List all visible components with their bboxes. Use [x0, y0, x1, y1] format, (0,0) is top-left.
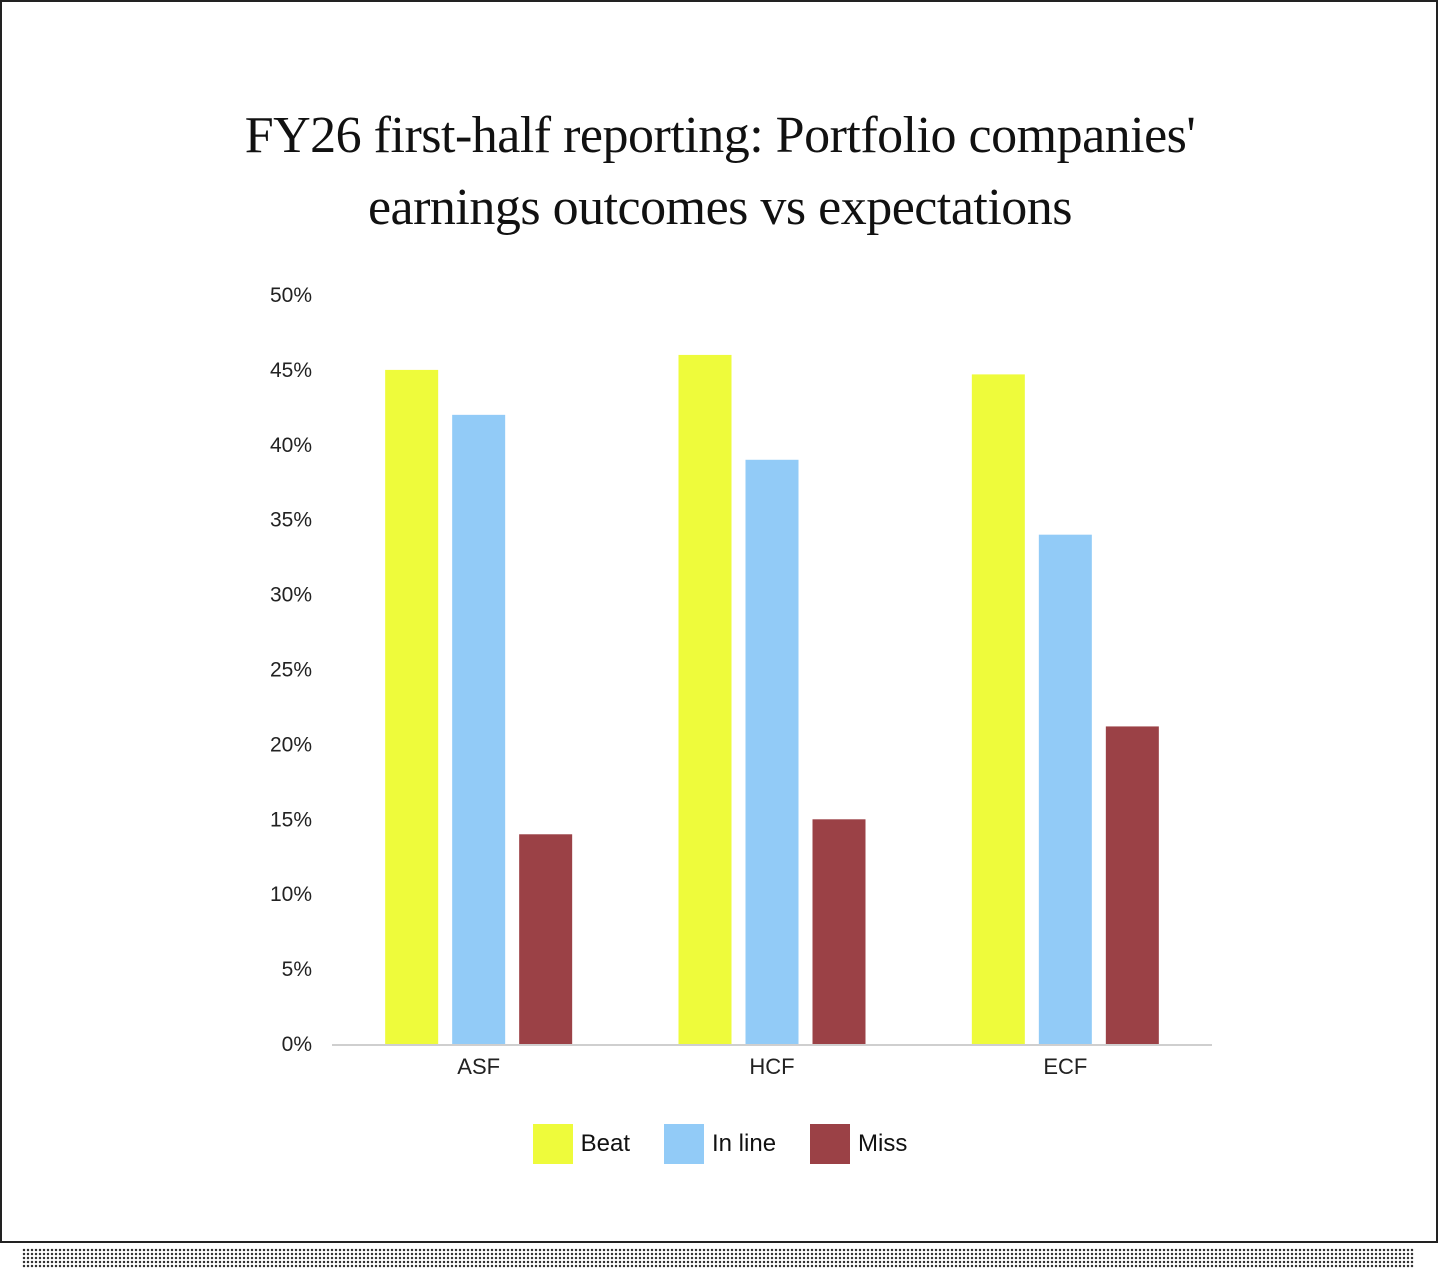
y-tick-label: 40% [270, 434, 312, 457]
legend-label: Beat [580, 1130, 630, 1157]
bar-beat-asf [385, 369, 439, 1044]
bar-miss-asf [519, 834, 573, 1044]
x-tick-label: ECF [1043, 1054, 1087, 1079]
y-tick-label: 35% [270, 509, 312, 532]
legend-label: Miss [858, 1130, 908, 1157]
legend-swatch [810, 1124, 851, 1164]
bars [385, 354, 1159, 1045]
bar-in-line-asf [452, 414, 506, 1045]
y-tick-label: 10% [270, 883, 312, 906]
bar-beat-ecf [971, 374, 1025, 1044]
x-axis-labels: ASF HCF ECF [457, 1054, 1087, 1079]
y-tick-label: 0% [282, 1033, 312, 1056]
dotted-footer-border [22, 1248, 1414, 1268]
legend: Beat In line Miss [0, 1124, 1440, 1164]
bar-in-line-ecf [1038, 534, 1092, 1044]
bar-miss-hcf [812, 819, 866, 1044]
chart-title-line-2: earnings outcomes vs expectations [367, 179, 1073, 236]
legend-label: In line [712, 1130, 777, 1157]
y-tick-label: 25% [270, 659, 312, 682]
bar-miss-ecf [1105, 726, 1159, 1044]
y-tick-label: 45% [270, 359, 312, 382]
x-tick-label: ASF [457, 1054, 500, 1079]
y-tick-label: 30% [270, 584, 312, 607]
bar-in-line-hcf [745, 459, 799, 1044]
y-tick-label: 5% [282, 958, 312, 981]
legend-swatch [664, 1124, 704, 1164]
y-tick-label: 15% [270, 808, 312, 831]
y-tick-label: 20% [270, 733, 312, 756]
y-tick-label: 50% [270, 284, 312, 307]
bar-beat-hcf [678, 354, 732, 1044]
legend-item-beat: Beat [532, 1124, 630, 1164]
chart-title-line-1: FY26 first-half reporting: Portfolio com… [244, 107, 1196, 164]
legend-item-in-line: In line [664, 1124, 776, 1164]
y-axis-ticks: 0% 5% 10% 15% 20% 25% 30% 35% 40% 45% 50% [270, 284, 312, 1056]
x-tick-label: HCF [749, 1054, 794, 1079]
legend-item-miss: Miss [810, 1124, 907, 1164]
chart-title: FY26 first-half reporting: Portfolio com… [0, 100, 1440, 244]
legend-swatch [532, 1124, 573, 1164]
